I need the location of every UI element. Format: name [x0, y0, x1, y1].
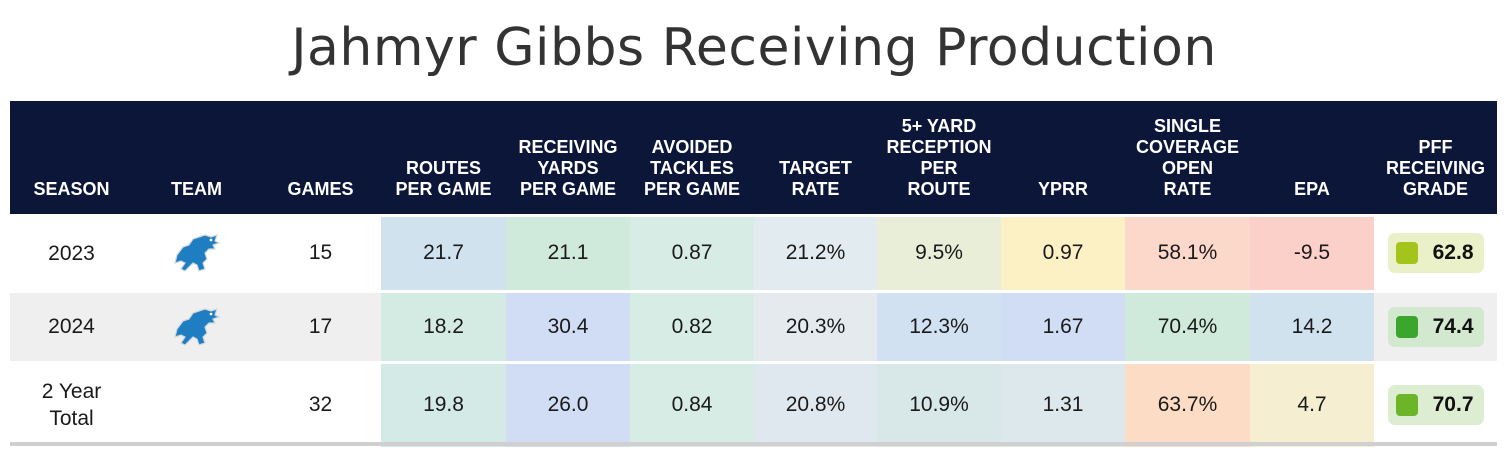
- column-header: 5+ YARD RECEPTION PER ROUTE: [877, 101, 1001, 215]
- stat-cell: 10.9%: [877, 360, 1001, 447]
- stat-cell: 30.4: [506, 289, 630, 362]
- column-header-line: YPRR: [1037, 178, 1088, 199]
- grade-badge: 62.8: [1387, 233, 1484, 273]
- column-header-line: PFF: [1418, 136, 1453, 157]
- column-header-line: GAMES: [287, 178, 354, 199]
- stat-cell: 14.2: [1250, 289, 1374, 362]
- stat-cell: 18.2: [381, 289, 506, 362]
- column-header: TEAM: [133, 101, 260, 215]
- games-cell: 15: [260, 213, 381, 291]
- column-header: EPA: [1250, 101, 1374, 215]
- stats-table: SEASON TEAM GAMES ROUTES PER GAME RECEIVING YA…: [10, 101, 1497, 447]
- bottom-rule: [10, 442, 1497, 446]
- grade-badge: 70.7: [1387, 385, 1484, 425]
- column-header: RECEIVING YARDS PER GAME: [506, 101, 630, 215]
- stat-cell: 70.4%: [1125, 289, 1250, 362]
- stat-cell: 1.31: [1001, 360, 1125, 447]
- column-header-line: PER GAME: [519, 178, 616, 199]
- column-header: ROUTES PER GAME: [381, 101, 506, 215]
- stat-cell: 21.7: [381, 213, 506, 291]
- team-cell: [133, 213, 260, 291]
- column-header-line: TARGET: [779, 157, 852, 178]
- stat-cell: 19.8: [381, 360, 506, 447]
- column-header-line: RATE: [791, 178, 840, 199]
- column-header-line: SINGLE: [1153, 115, 1221, 136]
- column-header: PFF RECEIVING GRADE: [1374, 101, 1497, 215]
- table-body: 2023 15 21.7 21.1 0.87 21.2% 9.5% 0.97 58.1% -9.5…: [10, 213, 1497, 447]
- season-label: 2 Year: [41, 380, 102, 403]
- column-header-line: PER GAME: [395, 178, 492, 199]
- stat-cell: 9.5%: [877, 213, 1001, 291]
- stat-cell: 20.3%: [754, 289, 877, 362]
- season-cell: 2 Year Total: [10, 360, 133, 447]
- lions-logo-icon: [173, 234, 221, 272]
- team-cell: [133, 360, 260, 447]
- grade-cell: 70.7: [1374, 360, 1497, 447]
- column-header: AVOIDED TACKLES PER GAME: [630, 101, 754, 215]
- column-header-line: EPA: [1294, 178, 1330, 199]
- column-header-line: TACKLES: [650, 157, 734, 178]
- grade-badge: 74.4: [1387, 306, 1484, 347]
- stat-cell: 0.97: [1001, 213, 1125, 291]
- table-row: 2023 15 21.7 21.1 0.87 21.2% 9.5% 0.97 58.1% -9.5…: [10, 213, 1497, 291]
- lions-logo-icon: [173, 307, 221, 346]
- stat-cell: 21.1: [506, 213, 630, 291]
- column-header-line: PER: [920, 157, 958, 178]
- games-cell: 17: [260, 289, 381, 362]
- season-cell: 2024: [10, 289, 133, 362]
- column-header-line: RECEIVING: [1385, 157, 1486, 178]
- stat-cell: 0.84: [630, 360, 754, 447]
- column-header-line: RECEPTION: [886, 136, 992, 157]
- grade-square-icon: [1395, 394, 1418, 416]
- stat-cell: 21.2%: [754, 213, 877, 291]
- team-cell: [133, 289, 260, 362]
- column-header-line: COVERAGE: [1135, 136, 1240, 157]
- page-title: Jahmyr Gibbs Receiving Production: [291, 18, 1217, 78]
- season-label: 2024: [48, 315, 95, 338]
- column-header-line: AVOIDED: [651, 136, 733, 157]
- stat-cell: 58.1%: [1125, 213, 1250, 291]
- table-row: 2024 17 18.2 30.4 0.82 20.3% 12.3% 1.67 70.4% 14.…: [10, 289, 1497, 362]
- grade-square-icon: [1395, 315, 1418, 338]
- column-header-line: OPEN: [1161, 157, 1213, 178]
- grade-cell: 74.4: [1374, 289, 1497, 362]
- grade-value: 74.4: [1432, 314, 1474, 338]
- table-row: 2 Year Total 32 19.8 26.0 0.84 20.8% 10.9% 1.31 6…: [10, 360, 1497, 447]
- header-row: SEASON TEAM GAMES ROUTES PER GAME RECEIVING YA…: [10, 101, 1497, 215]
- stat-cell: 0.82: [630, 289, 754, 362]
- column-header: TARGET RATE: [754, 101, 877, 215]
- column-header-line: 5+ YARD: [901, 115, 977, 136]
- games-cell: 32: [260, 360, 381, 447]
- column-header-line: PER GAME: [643, 178, 740, 199]
- column-header: YPRR: [1001, 101, 1125, 215]
- stat-cell: 12.3%: [877, 289, 1001, 362]
- season-label: Total: [49, 407, 94, 430]
- column-header: SEASON: [10, 101, 133, 215]
- grade-value: 70.7: [1432, 393, 1474, 416]
- grade-cell: 62.8: [1374, 213, 1497, 291]
- column-header-line: GRADE: [1402, 178, 1468, 199]
- grade-value: 62.8: [1432, 241, 1474, 264]
- column-header: GAMES: [260, 101, 381, 215]
- column-header: SINGLE COVERAGE OPEN RATE: [1125, 101, 1250, 215]
- column-header-line: RATE: [1163, 178, 1212, 199]
- column-header-line: SEASON: [33, 178, 110, 199]
- season-cell: 2023: [10, 213, 133, 291]
- stat-cell: 4.7: [1250, 360, 1374, 447]
- stat-cell: 0.87: [630, 213, 754, 291]
- season-label: 2023: [48, 241, 95, 265]
- column-header-line: ROUTES: [405, 157, 481, 178]
- stat-cell: 20.8%: [754, 360, 877, 447]
- column-header-line: TEAM: [171, 178, 222, 199]
- column-header-line: RECEIVING: [518, 136, 618, 157]
- column-header-line: ROUTE: [907, 178, 971, 199]
- stat-cell: 26.0: [506, 360, 630, 447]
- grade-square-icon: [1395, 242, 1418, 264]
- stat-cell: 63.7%: [1125, 360, 1250, 447]
- column-header-line: YARDS: [537, 157, 599, 178]
- stat-cell: -9.5: [1250, 213, 1374, 291]
- stat-cell: 1.67: [1001, 289, 1125, 362]
